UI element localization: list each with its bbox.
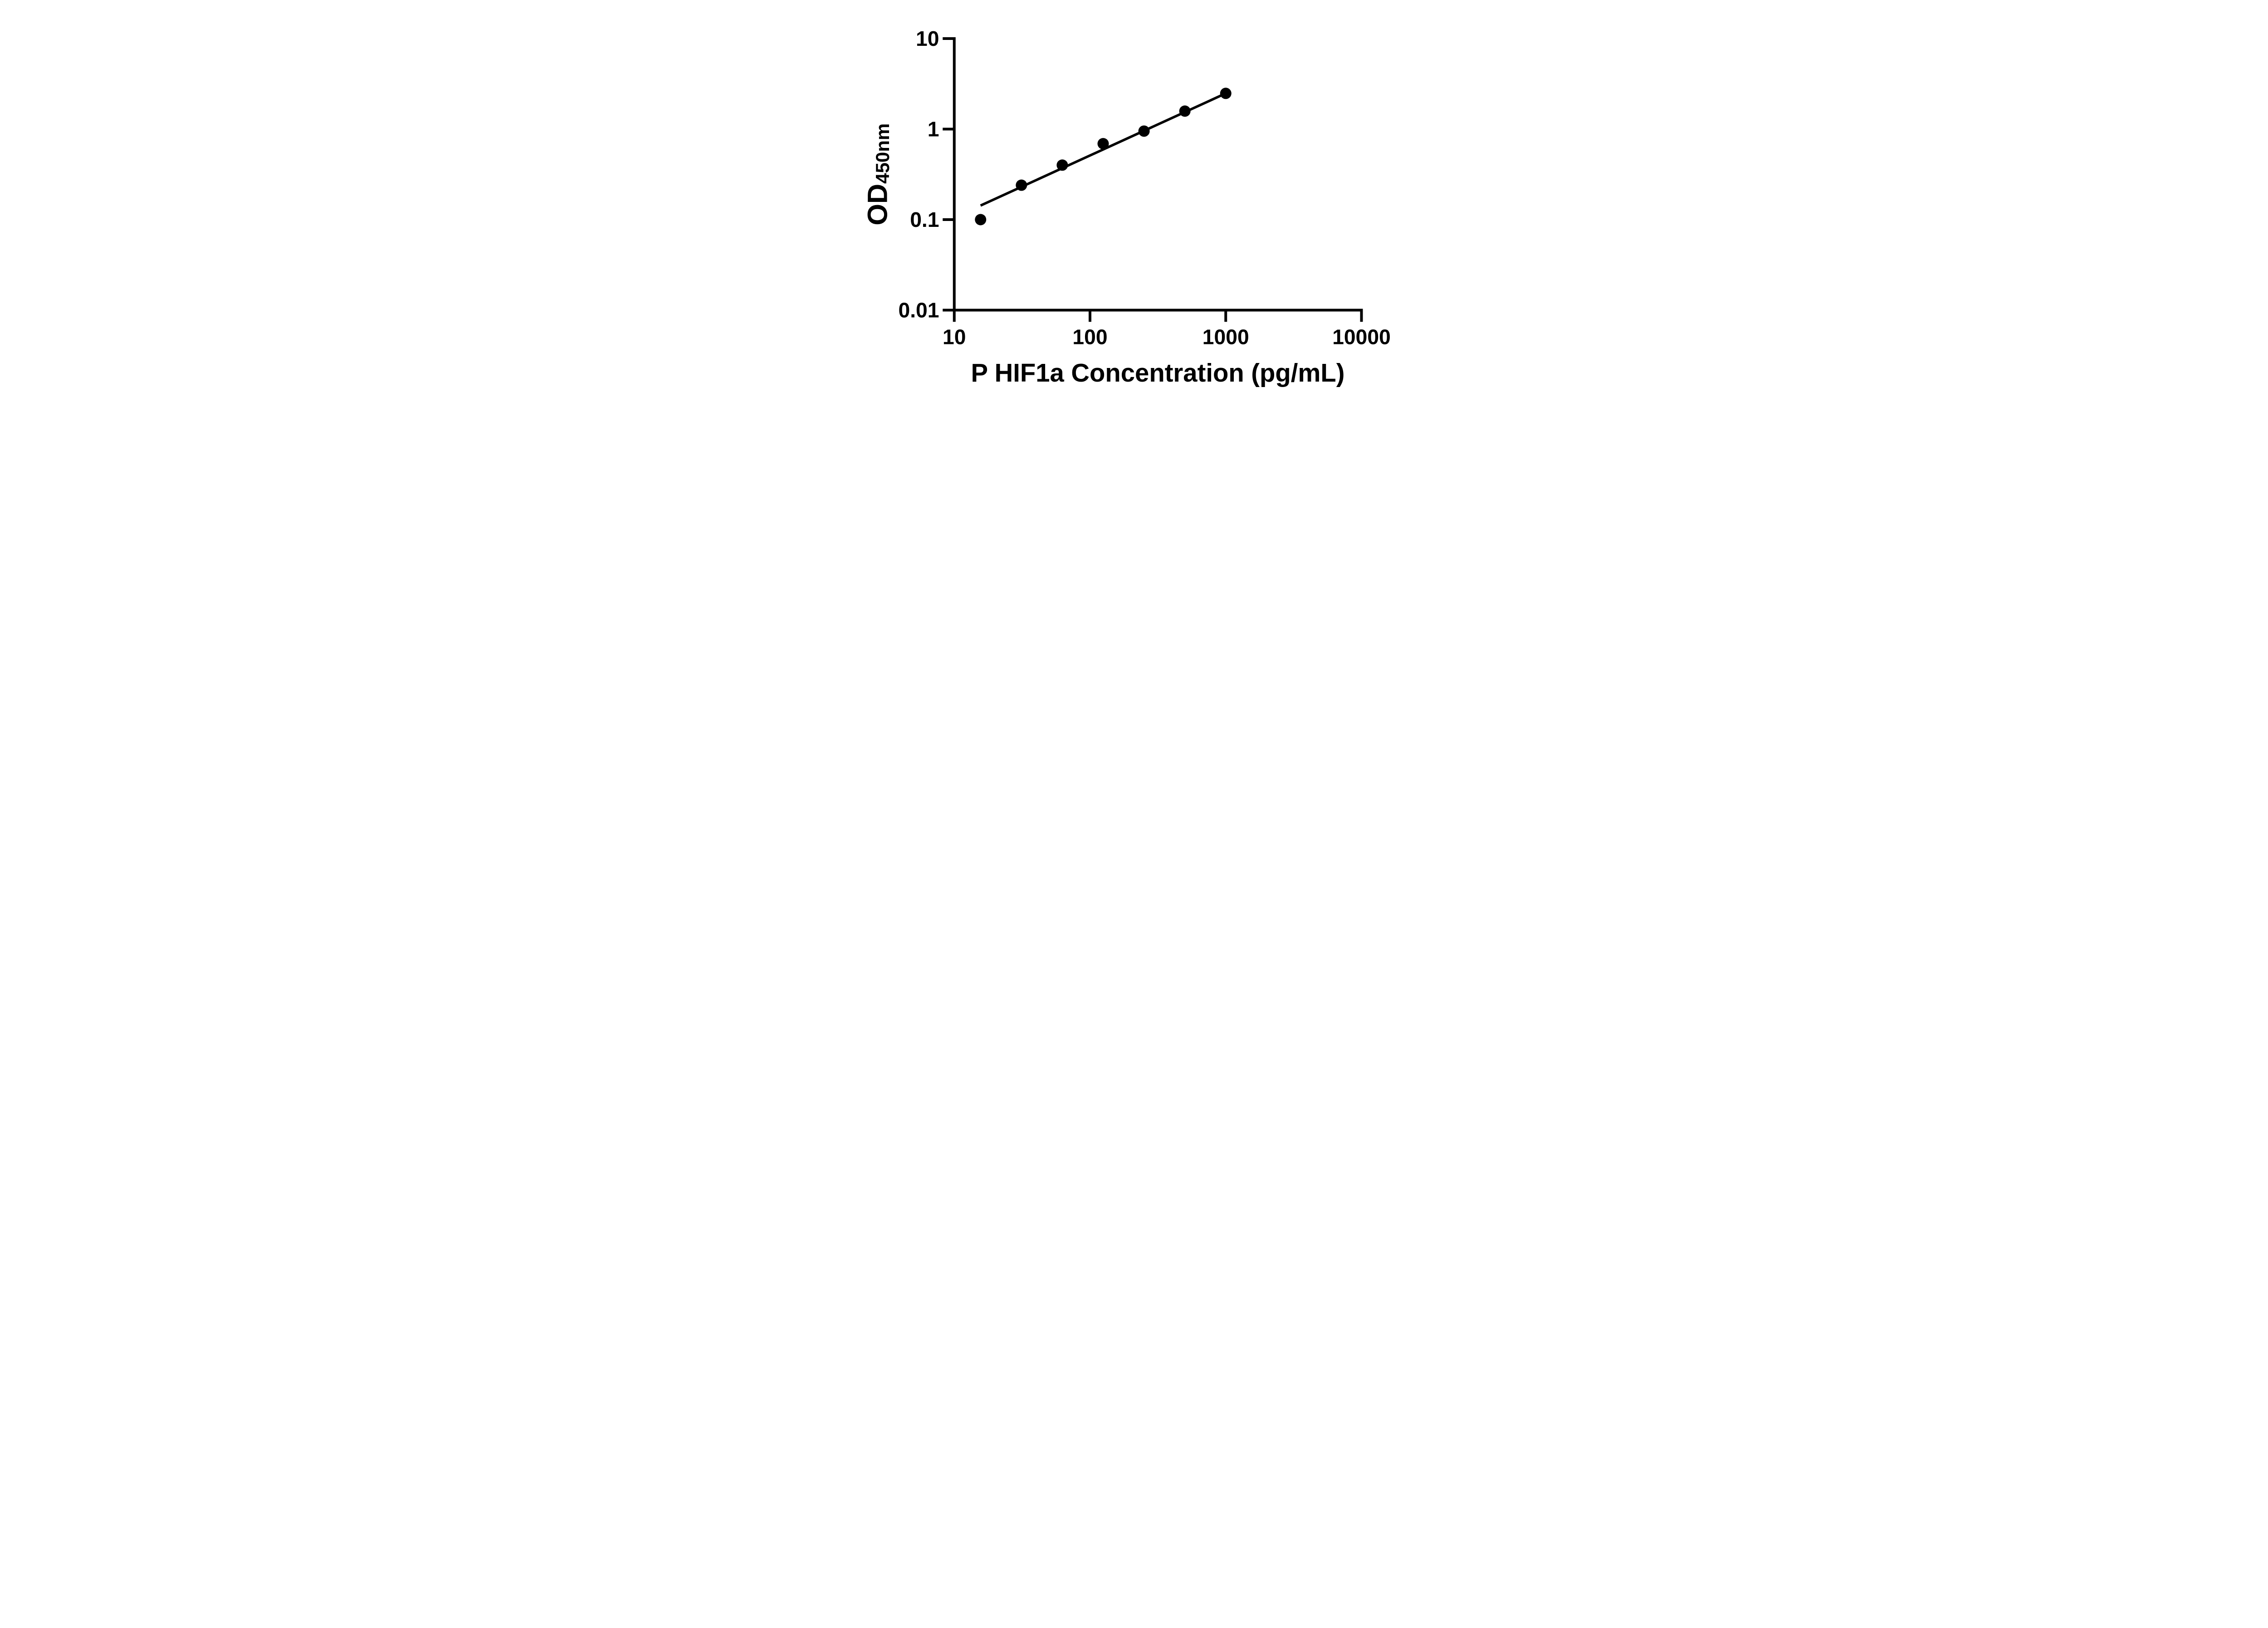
y-tick-label: 10	[916, 27, 939, 50]
y-axis-title-subscript: 450nm	[871, 123, 893, 184]
data-point	[1056, 159, 1068, 171]
data-point	[974, 214, 986, 226]
x-tick-label: 10	[943, 325, 966, 349]
chart-figure: 10 100 1000 10000 0.01 0.1 1 10 P HIF1a Concen…	[843, 0, 1425, 407]
x-tick-label: 10000	[1332, 325, 1391, 349]
x-axis-tick-labels: 10 100 1000 10000	[943, 325, 1391, 349]
x-axis-title: P HIF1a Concentration (pg/mL)	[971, 358, 1344, 387]
data-point	[1097, 138, 1109, 150]
y-tick-label: 1	[927, 118, 939, 141]
data-point	[1220, 88, 1232, 99]
data-points-layer	[974, 88, 1232, 226]
y-axis-title: OD450nm	[862, 123, 893, 226]
data-point	[1015, 179, 1027, 191]
data-point	[1138, 125, 1150, 137]
plot-axes	[942, 37, 1363, 322]
x-tick-label: 1000	[1202, 325, 1249, 349]
x-tick-label: 100	[1072, 325, 1107, 349]
y-axis-tick-labels: 0.01 0.1 1 10	[898, 27, 939, 322]
data-point	[1179, 105, 1191, 117]
y-tick-label: 0.01	[898, 299, 939, 322]
y-tick-label: 0.1	[910, 208, 939, 231]
y-axis-title-main: OD	[862, 184, 893, 226]
standard-curve-plot: 10 100 1000 10000 0.01 0.1 1 10 P HIF1a Concen…	[862, 27, 1391, 387]
